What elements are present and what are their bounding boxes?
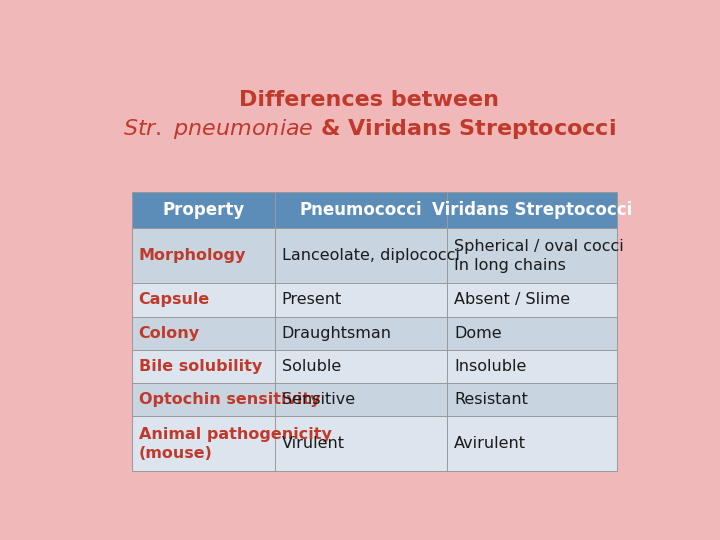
Text: Morphology: Morphology xyxy=(138,248,246,263)
Text: Spherical / oval cocci
In long chains: Spherical / oval cocci In long chains xyxy=(454,239,624,273)
Text: Property: Property xyxy=(162,201,245,219)
Text: Resistant: Resistant xyxy=(454,393,528,407)
Text: Pneumococci: Pneumococci xyxy=(300,201,423,219)
Text: Avirulent: Avirulent xyxy=(454,436,526,451)
Text: Draughtsman: Draughtsman xyxy=(282,326,392,341)
Text: Capsule: Capsule xyxy=(138,292,210,307)
Text: Virulent: Virulent xyxy=(282,436,345,451)
Text: Insoluble: Insoluble xyxy=(454,359,526,374)
Text: Absent / Slime: Absent / Slime xyxy=(454,292,570,307)
Text: Colony: Colony xyxy=(138,326,199,341)
Bar xyxy=(447,383,617,416)
Bar xyxy=(275,383,447,416)
Text: Bile solubility: Bile solubility xyxy=(138,359,262,374)
Bar xyxy=(447,316,617,350)
Bar xyxy=(275,192,447,228)
Bar xyxy=(447,228,617,283)
Bar xyxy=(447,350,617,383)
Bar xyxy=(132,350,275,383)
Text: $\mathit{Str.\ pneumoniae}$ & Viridans Streptococci: $\mathit{Str.\ pneumoniae}$ & Viridans S… xyxy=(122,117,616,141)
Bar xyxy=(132,416,275,471)
Text: Lanceolate, diplococci: Lanceolate, diplococci xyxy=(282,248,459,263)
Text: Soluble: Soluble xyxy=(282,359,341,374)
Text: Animal pathogenicity
(mouse): Animal pathogenicity (mouse) xyxy=(138,427,331,461)
Bar xyxy=(275,316,447,350)
Bar xyxy=(132,383,275,416)
Bar xyxy=(275,228,447,283)
Text: Dome: Dome xyxy=(454,326,502,341)
Text: Sensitive: Sensitive xyxy=(282,393,355,407)
Text: Optochin sensitivity: Optochin sensitivity xyxy=(138,393,320,407)
Bar xyxy=(275,283,447,316)
Bar xyxy=(447,283,617,316)
Bar xyxy=(132,192,275,228)
Bar xyxy=(132,283,275,316)
Bar xyxy=(275,416,447,471)
Bar xyxy=(275,350,447,383)
Bar xyxy=(447,192,617,228)
Text: Present: Present xyxy=(282,292,342,307)
Bar xyxy=(132,228,275,283)
Bar xyxy=(132,316,275,350)
Bar xyxy=(447,416,617,471)
Text: Differences between: Differences between xyxy=(239,90,499,110)
Text: Viridans Streptococci: Viridans Streptococci xyxy=(432,201,632,219)
